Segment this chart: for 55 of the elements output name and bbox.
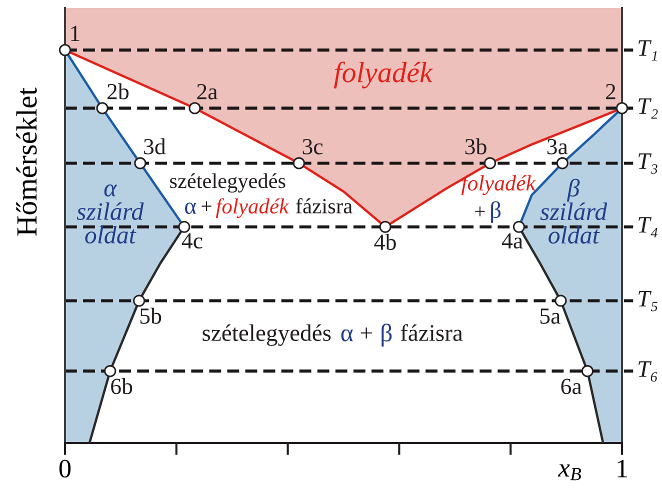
ref-line-label: T₆ <box>638 361 658 382</box>
point <box>379 220 392 233</box>
point <box>104 365 116 378</box>
annotation: 5a <box>540 308 560 324</box>
annotation: 4a <box>502 233 523 249</box>
ref-line-label: T₂ <box>638 98 658 119</box>
point <box>188 102 201 114</box>
annotation: 3a <box>547 138 568 154</box>
annotation: folyadék <box>461 174 536 196</box>
ref-line-label: T₅ <box>638 290 658 312</box>
annotation: α <box>185 202 196 214</box>
annotation: + <box>475 206 485 216</box>
point <box>134 157 146 170</box>
x-axis-title: x$_{B}$ <box>558 464 581 480</box>
ref-line-label: T₃ <box>638 153 658 174</box>
annotation: 6b <box>111 378 132 394</box>
annotation: α szilárd oldat <box>76 184 144 244</box>
annotation: 3c <box>302 138 323 154</box>
annotation: 6a <box>561 378 582 394</box>
ref-line-label: T₁ <box>638 40 657 60</box>
annotation: fázisra <box>296 198 352 214</box>
annotation: fázisra <box>400 324 463 342</box>
point <box>484 157 496 170</box>
annotation: folyadék <box>216 198 289 218</box>
point <box>512 220 526 233</box>
y-axis-title: Hőmérséklet <box>16 88 37 236</box>
annotation: β <box>382 324 392 347</box>
annotation: szételegyedés <box>170 173 286 193</box>
point <box>581 365 594 378</box>
annotation: 1 <box>71 26 80 41</box>
point <box>616 102 628 114</box>
point <box>133 294 146 307</box>
point <box>96 102 108 114</box>
annotation: 3d <box>144 138 166 154</box>
x-tick-label: 0 <box>59 460 71 478</box>
annotation: 2b <box>107 83 129 100</box>
point <box>556 157 568 170</box>
annotation: 3b <box>465 138 486 154</box>
point <box>178 220 190 233</box>
annotation: 4b <box>374 234 396 250</box>
point <box>292 157 305 170</box>
annotation: + <box>360 327 372 338</box>
annotation: 2a <box>197 84 218 100</box>
annotation: 5b <box>140 308 162 324</box>
annotation: 2 <box>606 84 616 100</box>
annotation: β szilárd oldat <box>540 178 608 244</box>
annotation: szételegyedés <box>202 324 331 346</box>
point <box>554 294 567 307</box>
point <box>58 44 72 56</box>
annotation: β <box>491 201 501 223</box>
ref-line-label: T₄ <box>638 217 658 238</box>
annotation: + <box>202 201 212 212</box>
annotation: folyadék <box>334 62 433 88</box>
annotation: 4c <box>182 233 202 249</box>
annotation: α <box>341 329 353 342</box>
